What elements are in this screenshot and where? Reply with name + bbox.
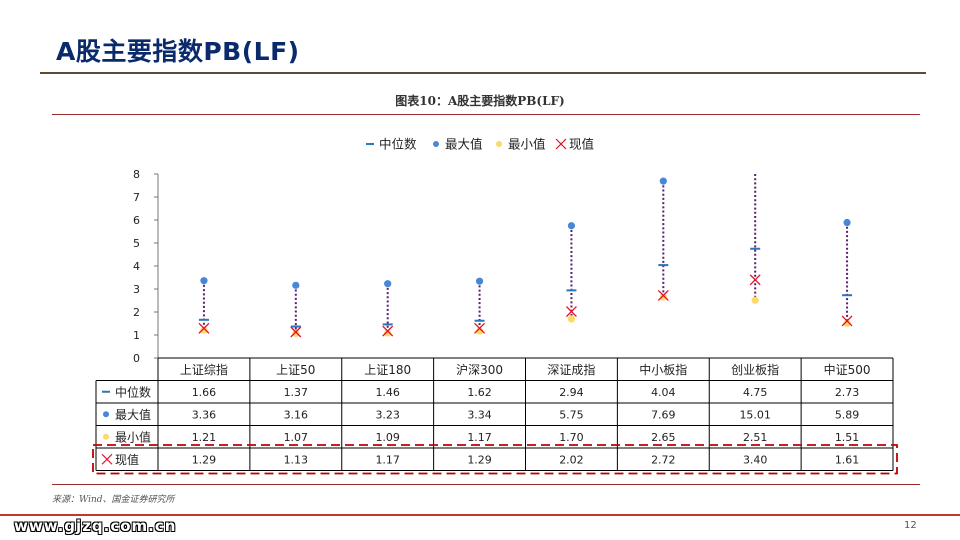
slide-title: A股主要指数PB(LF)	[56, 37, 300, 66]
table-cell: 1.37	[284, 386, 309, 399]
y-tick-label: 4	[133, 260, 140, 273]
y-tick-label: 0	[133, 352, 140, 365]
caption-divider	[52, 114, 920, 115]
table-cell: 4.75	[743, 386, 768, 399]
min-point	[659, 293, 667, 301]
current-mark	[474, 322, 486, 334]
current-mark	[565, 306, 577, 317]
current-mark	[841, 315, 853, 327]
source-note: 来源：Wind、国金证券研究所	[52, 495, 175, 505]
title-divider	[40, 72, 926, 74]
table-cell: 2.94	[559, 386, 584, 399]
y-tick-label: 2	[133, 306, 140, 319]
table-cell: 1.51	[835, 431, 860, 444]
source-divider	[52, 484, 920, 485]
min-point	[567, 315, 576, 323]
category-label: 创业板指	[731, 362, 779, 377]
table-cell: 15.01	[739, 408, 771, 421]
row-label: 最小值	[115, 429, 151, 444]
category-label: 上证50	[276, 363, 315, 377]
current-mark	[290, 326, 302, 338]
max-point	[843, 218, 851, 227]
row-marker-max	[103, 411, 109, 418]
min-point	[751, 296, 759, 304]
table-cell: 5.75	[559, 408, 584, 421]
legend-label-0: 中位数	[379, 137, 417, 152]
figure-caption: 图表10：A股主要指数PB(LF)	[395, 94, 565, 108]
table-cell: 1.70	[559, 431, 584, 444]
y-tick-label: 7	[133, 191, 140, 204]
table-cell: 1.62	[467, 386, 492, 399]
category-label: 中小板指	[639, 362, 687, 377]
max-point	[292, 281, 300, 289]
table-cell: 1.17	[467, 431, 492, 444]
category-label: 上证综指	[180, 362, 228, 377]
legend-label-2: 最小值	[508, 137, 546, 152]
table-cell: 7.69	[651, 408, 676, 421]
min-point	[200, 326, 208, 334]
table-cell: 2.72	[651, 453, 676, 466]
table-cell: 1.66	[192, 386, 217, 399]
footer-divider	[0, 514, 960, 516]
table-cell: 1.46	[375, 386, 400, 399]
max-point	[567, 222, 576, 230]
min-point	[384, 329, 392, 337]
row-label: 中位数	[115, 384, 151, 399]
category-label: 中证500	[824, 362, 871, 377]
row-label: 现值	[115, 452, 139, 467]
category-label: 上证180	[364, 363, 411, 377]
max-point	[475, 277, 484, 285]
table-cell: 2.51	[743, 431, 768, 444]
table-cell: 3.34	[467, 408, 492, 421]
table-cell: 1.29	[467, 453, 492, 466]
legend-label-1: 最大值	[445, 137, 483, 152]
current-mark	[657, 289, 669, 301]
table-cell: 1.61	[835, 453, 860, 466]
y-tick-label: 5	[133, 237, 140, 250]
max-point	[659, 177, 667, 185]
table-cell: 1.07	[284, 431, 309, 444]
table-cell: 1.13	[284, 453, 309, 466]
highlight-box	[92, 444, 898, 475]
table-cell: 4.04	[651, 386, 676, 399]
y-tick-label: 1	[133, 329, 140, 342]
legend-max-marker	[433, 141, 439, 147]
table-cell: 1.29	[192, 453, 217, 466]
table-cell: 2.02	[559, 453, 584, 466]
footer-url: www.gjzq.com.cn	[14, 517, 177, 535]
min-point	[843, 319, 851, 327]
current-mark	[749, 274, 761, 286]
min-point	[292, 329, 300, 337]
table-cell: 1.21	[192, 431, 217, 444]
table-cell: 3.23	[375, 408, 400, 421]
table-cell: 1.09	[375, 431, 400, 444]
legend-label-3: 现值	[569, 137, 594, 152]
y-tick-label: 6	[133, 214, 140, 227]
category-label: 沪深300	[456, 363, 503, 377]
table-cell: 3.40	[743, 453, 768, 466]
y-tick-label: 3	[133, 283, 140, 296]
legend-current-marker	[555, 138, 567, 150]
table-cell: 2.73	[835, 386, 860, 399]
row-marker-current	[101, 453, 113, 465]
table-cell: 2.65	[651, 431, 676, 444]
table-cell: 5.89	[835, 408, 860, 421]
table-cell: 3.16	[284, 408, 309, 421]
row-label: 最大值	[115, 407, 151, 422]
y-tick-label: 8	[133, 168, 140, 181]
row-marker-min	[103, 433, 109, 440]
legend-min-marker	[496, 141, 502, 147]
page-number: 12	[904, 520, 917, 531]
max-point	[200, 277, 208, 285]
table-cell: 3.36	[192, 408, 217, 421]
current-mark	[198, 322, 210, 334]
max-point	[384, 280, 392, 288]
category-label: 深证成指	[547, 362, 595, 377]
current-mark	[382, 325, 394, 337]
table-cell: 1.17	[375, 453, 400, 466]
